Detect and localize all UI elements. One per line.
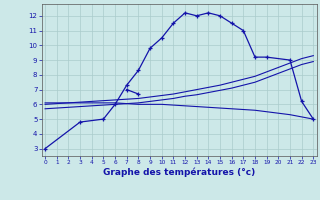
X-axis label: Graphe des températures (°c): Graphe des températures (°c) [103,168,255,177]
